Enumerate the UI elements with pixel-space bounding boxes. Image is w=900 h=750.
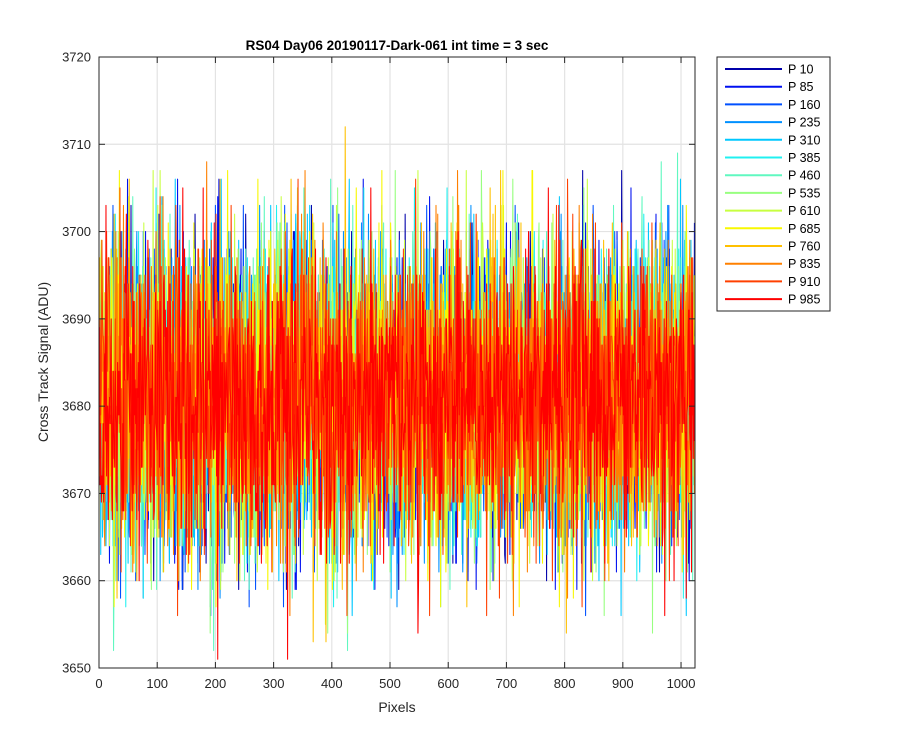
- legend-label: P 610: [788, 204, 820, 218]
- x-tick-label: 800: [554, 676, 576, 691]
- y-tick-label: 3690: [62, 311, 91, 326]
- y-tick-label: 3710: [62, 137, 91, 152]
- plot-frame: [98, 56, 696, 669]
- legend-label: P 835: [788, 257, 820, 271]
- legend-label: P 760: [788, 240, 820, 254]
- x-axis-title: Pixels: [378, 699, 415, 715]
- legend-box: [716, 56, 831, 312]
- y-tick-label: 3660: [62, 573, 91, 588]
- y-tick-label: 3670: [62, 486, 91, 501]
- y-tick-label: 3680: [62, 399, 91, 414]
- legend-label: P 10: [788, 63, 814, 77]
- x-tick-label: 100: [146, 676, 168, 691]
- legend-label: P 535: [788, 186, 820, 200]
- legend-label: P 160: [788, 98, 820, 112]
- series-line-p-985: [99, 187, 695, 660]
- x-tick-label: 1000: [667, 676, 696, 691]
- x-tick-label: 300: [263, 676, 285, 691]
- x-tick-label: 700: [496, 676, 518, 691]
- legend-label: P 385: [788, 151, 820, 165]
- axis-ticks: 0 100 200 300 400 500 600 700 800 900 1000 3650 3660…: [62, 50, 695, 692]
- y-tick-label: 3720: [62, 50, 91, 65]
- legend-label: P 310: [788, 133, 820, 147]
- legend-label: P 85: [788, 80, 814, 94]
- legend-label: P 235: [788, 116, 820, 130]
- legend-label: P 910: [788, 275, 820, 289]
- y-tick-label: 3650: [62, 661, 91, 676]
- legend: P 10 P 85 P 160 P 235 P 310 P 385 P 460 P 535 P …: [716, 56, 831, 312]
- series-lines: [99, 126, 695, 660]
- legend-items: P 10 P 85 P 160 P 235 P 310 P 385 P 460 P 535 P …: [725, 63, 820, 307]
- legend-label: P 685: [788, 222, 820, 236]
- y-tick-label: 3700: [62, 224, 91, 239]
- legend-label: P 460: [788, 169, 820, 183]
- x-tick-label: 200: [205, 676, 227, 691]
- legend-label: P 985: [788, 293, 820, 307]
- x-tick-label: 900: [612, 676, 634, 691]
- y-axis-title: Cross Track Signal (ADU): [35, 282, 51, 442]
- x-tick-label: 600: [437, 676, 459, 691]
- chart-title: RS04 Day06 20190117-Dark-061 int time = …: [246, 38, 549, 53]
- x-tick-label: 500: [379, 676, 401, 691]
- x-tick-label: 0: [95, 676, 102, 691]
- x-tick-label: 400: [321, 676, 343, 691]
